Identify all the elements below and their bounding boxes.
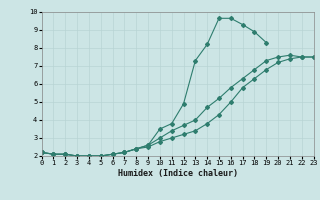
X-axis label: Humidex (Indice chaleur): Humidex (Indice chaleur) (118, 169, 237, 178)
